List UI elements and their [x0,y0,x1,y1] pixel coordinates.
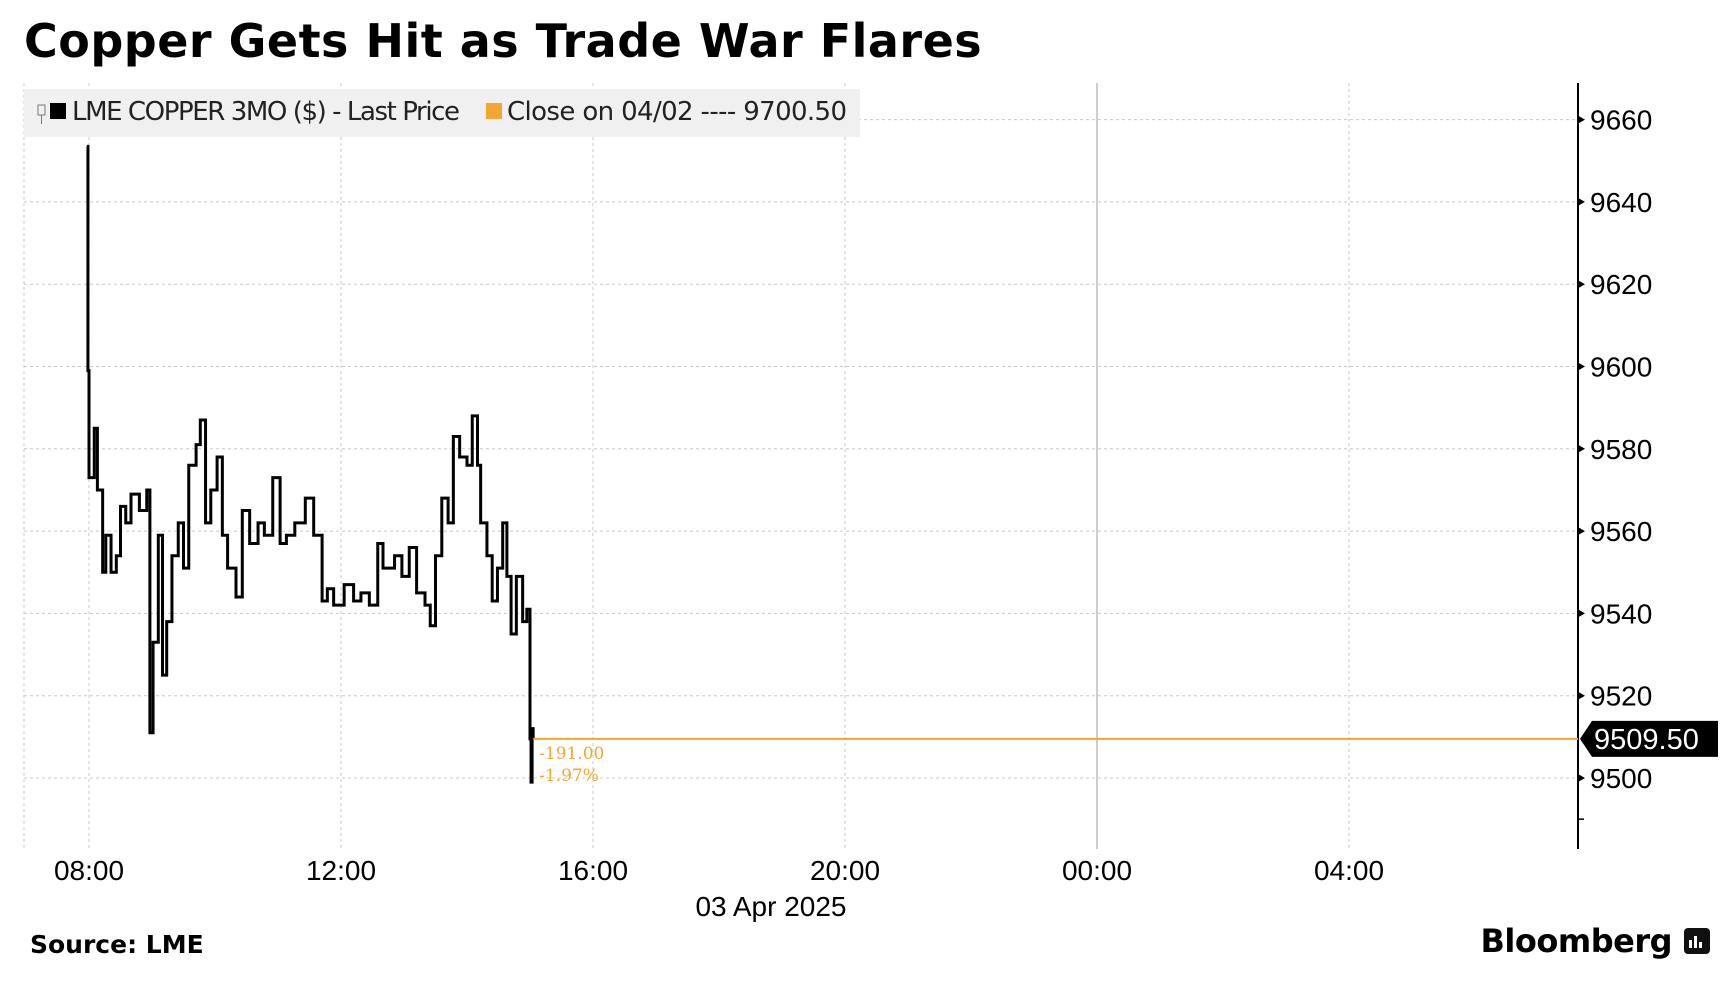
last-price-label: 9509.50 [1594,724,1699,756]
legend-swatch-price [50,103,66,119]
chart-title: Copper Gets Hit as Trade War Flares [24,14,983,68]
bloomberg-logo: Bloomberg [1480,922,1673,960]
price-series-line [86,144,535,784]
x-tick-label: 04:00 [1314,855,1384,886]
y-tick [1578,197,1585,206]
y-tick-label: 9500 [1590,763,1652,794]
y-tick-label: 9640 [1590,187,1652,218]
y-tick-label: 9540 [1590,598,1652,629]
legend-swatch-close [486,103,502,119]
y-tick-label: 9620 [1590,269,1652,300]
y-tick [1578,527,1585,536]
x-tick-label: 16:00 [558,855,628,886]
last-price-tag [1580,720,1718,757]
y-tick-label: 9600 [1590,352,1652,383]
x-tick-label: 08:00 [54,855,124,886]
x-tick-label: 12:00 [306,855,376,886]
x-tick-label: 20:00 [810,855,880,886]
y-tick-label: 9660 [1590,105,1652,136]
y-tick [1578,362,1585,371]
y-tick [1578,609,1585,618]
legend-box [24,89,860,137]
y-tick-label: 9520 [1590,681,1652,712]
y-tick-label: 9580 [1590,434,1652,465]
y-tick-label: 9560 [1590,516,1652,547]
x-tick-label: 00:00 [1062,855,1132,886]
change-label-abs: -191.00 [539,744,604,764]
y-tick [1578,691,1585,700]
y-tick [1578,280,1585,289]
legend-label-close: Close on 04/02 ---- 9700.50 [507,97,847,127]
y-tick [1578,444,1585,453]
legend-label-price: LME COPPER 3MO ($) - Last Price [72,97,460,127]
bloomberg-chart-icon [1684,928,1710,954]
source-note: Source: LME [30,930,204,959]
y-tick [1578,774,1585,782]
x-axis-date-label: 03 Apr 2025 [695,891,846,922]
change-label-pct: -1.97% [539,766,599,786]
y-tick [1578,115,1585,124]
